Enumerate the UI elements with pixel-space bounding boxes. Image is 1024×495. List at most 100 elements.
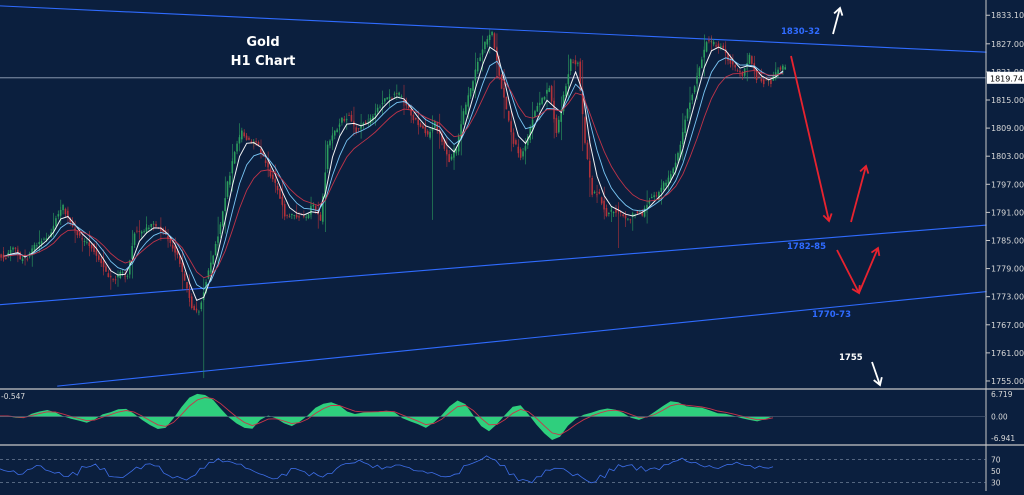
candle-body	[298, 216, 300, 218]
candle-body	[708, 40, 710, 42]
chart-subtitle: H1 Chart	[231, 54, 296, 69]
candle-body	[679, 144, 682, 158]
candle-body	[741, 72, 744, 76]
candle-body	[343, 118, 346, 121]
candle-body	[543, 97, 546, 100]
candle-body	[507, 110, 510, 121]
candle-body	[0, 254, 2, 258]
macd-signal-line	[0, 397, 774, 436]
candle-body	[233, 152, 236, 164]
candle-body	[40, 241, 43, 245]
candle-body	[579, 61, 582, 91]
candle-body	[236, 143, 238, 152]
candle-body	[415, 117, 417, 120]
candle-body	[112, 279, 114, 281]
candle-body	[314, 206, 317, 211]
candle-body	[650, 196, 653, 199]
candle-body	[519, 149, 522, 158]
candle-body	[291, 213, 293, 216]
candle-body	[558, 119, 560, 133]
candle-body	[364, 122, 367, 125]
candle-body	[286, 215, 288, 216]
candle-body	[779, 67, 782, 70]
candle-body	[527, 136, 529, 146]
candle-body	[179, 256, 181, 264]
candle-body	[565, 86, 567, 97]
candle-body	[472, 81, 474, 91]
candle-body	[591, 177, 593, 195]
candle-body	[198, 311, 200, 313]
projection-arrow-down-white-head	[873, 377, 883, 387]
candle-body	[269, 168, 272, 177]
candle-body	[186, 282, 188, 289]
candle-body	[658, 191, 660, 200]
macd-panel: -0.547 6.719 0.00 -6.941	[0, 390, 1015, 443]
candle-body	[605, 207, 608, 217]
candle-body	[76, 230, 79, 236]
candle-body	[698, 67, 701, 77]
price-tick-label: 1791.00	[991, 208, 1024, 217]
candle-body	[479, 57, 481, 62]
candle-body	[720, 46, 722, 48]
candle-body	[412, 114, 415, 121]
candle-body	[498, 59, 501, 76]
candle-body	[455, 148, 458, 154]
trendline	[57, 290, 987, 387]
level-label: 1830-32	[781, 27, 820, 37]
candle-body	[293, 214, 296, 216]
candle-body	[715, 45, 717, 47]
main-plot	[0, 5, 987, 387]
candle-body	[505, 96, 508, 110]
candle-body	[629, 219, 632, 221]
candle-body	[384, 98, 386, 102]
candle-body	[577, 62, 579, 64]
candle-body	[362, 123, 365, 126]
moving-average-1	[3, 46, 784, 301]
candle-body	[69, 217, 72, 223]
candle-body	[522, 151, 524, 157]
candle-body	[569, 59, 572, 71]
candle-body	[586, 142, 589, 159]
candle-body	[550, 86, 553, 102]
candle-body	[758, 76, 760, 78]
candle-body	[515, 140, 517, 145]
annotations: 1830-32 1782-85 1770-73 1755	[781, 6, 883, 387]
candle-body	[677, 153, 679, 161]
candle-body	[90, 245, 93, 249]
rsi-line	[0, 455, 774, 484]
candle-body	[450, 156, 453, 160]
moving-average-3	[3, 69, 784, 279]
candle-body	[333, 130, 336, 136]
chart-title: Gold	[246, 35, 279, 50]
candle-body	[593, 192, 596, 194]
candle-body	[562, 94, 565, 112]
candle-body	[336, 129, 338, 133]
candle-body	[33, 244, 36, 251]
candle-body	[372, 116, 374, 121]
candle-body	[376, 107, 379, 112]
rsi-tick-label: 70	[991, 455, 1001, 464]
candle-body	[262, 151, 265, 157]
candle-body	[19, 252, 21, 260]
level-label: 1782-85	[787, 242, 826, 252]
candle-body	[734, 65, 736, 68]
projection-arrow-up-2-head	[870, 246, 881, 257]
rsi-tick-label: 50	[991, 467, 1001, 476]
candle-body	[636, 211, 639, 214]
candle-body	[64, 208, 67, 215]
moving-average-2	[3, 57, 784, 290]
candle-body	[105, 266, 107, 272]
candle-body	[777, 69, 779, 75]
candle-body	[476, 61, 479, 72]
projection-arrow-up-white-head	[833, 6, 844, 16]
candle-body	[770, 80, 772, 84]
candle-body	[150, 223, 153, 227]
candle-body	[722, 45, 725, 49]
candle-body	[143, 231, 145, 233]
candle-body	[14, 247, 17, 249]
candle-body	[107, 273, 110, 278]
candle-body	[78, 232, 81, 236]
candle-body	[751, 56, 753, 64]
candle-body	[83, 241, 86, 242]
